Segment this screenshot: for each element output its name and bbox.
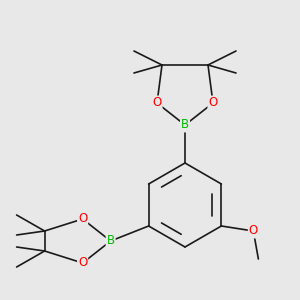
Text: O: O bbox=[249, 224, 258, 238]
Text: B: B bbox=[106, 235, 115, 248]
Text: O: O bbox=[208, 97, 217, 110]
Text: O: O bbox=[78, 212, 87, 226]
Text: O: O bbox=[78, 256, 87, 269]
Text: B: B bbox=[181, 118, 189, 131]
Text: O: O bbox=[152, 97, 162, 110]
